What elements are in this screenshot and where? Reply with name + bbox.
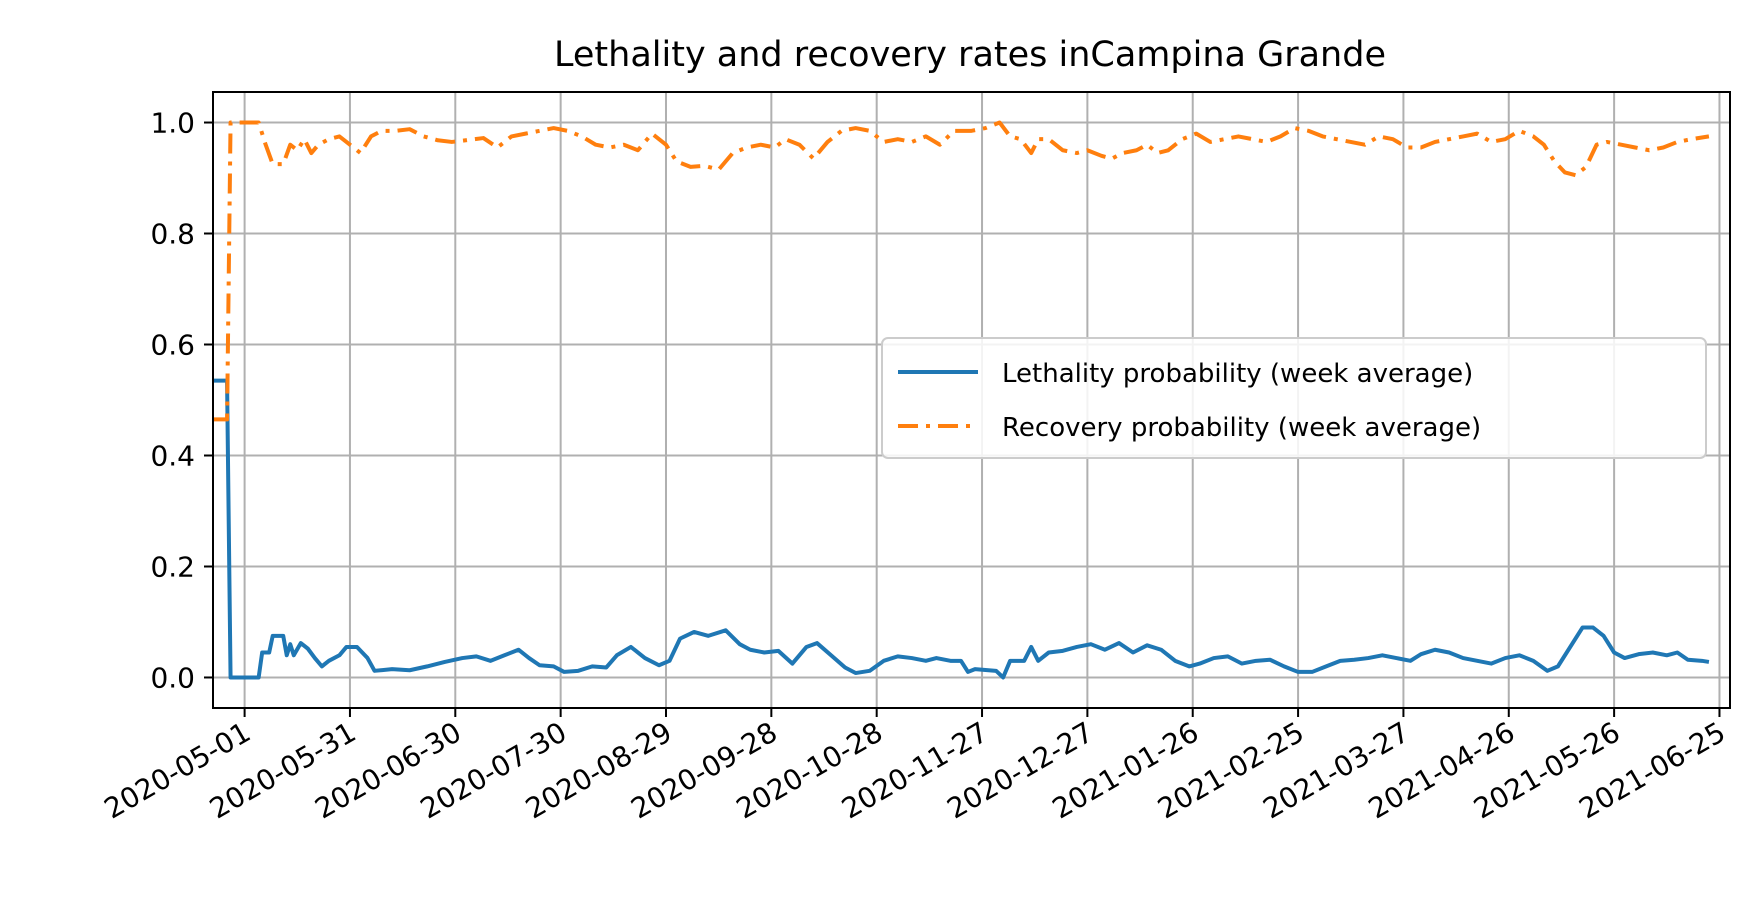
y-tick-label: 0.6 <box>150 329 195 362</box>
series-line-recovery <box>213 120 1710 422</box>
legend-label-lethality: Lethality probability (week average) <box>1002 359 1473 389</box>
chart-title: Lethality and recovery rates inCampina G… <box>554 35 1386 75</box>
series-line-lethality <box>213 378 1710 680</box>
plot-area-frame <box>212 91 1731 709</box>
y-tick-label: 0.8 <box>150 218 195 251</box>
y-tick-label: 0.4 <box>150 439 195 472</box>
y-axis: 0.0 0.2 0.4 0.6 0.8 1.0 <box>150 107 213 694</box>
y-tick-label: 0.2 <box>150 550 195 583</box>
y-tick-label: 0.0 <box>150 661 195 694</box>
legend-box <box>881 337 1707 459</box>
y-tick-label: 1.0 <box>150 107 195 140</box>
series-layer <box>213 120 1710 680</box>
legend: Lethality probability (week average) Rec… <box>881 337 1707 459</box>
legend-label-recovery: Recovery probability (week average) <box>1002 413 1481 443</box>
